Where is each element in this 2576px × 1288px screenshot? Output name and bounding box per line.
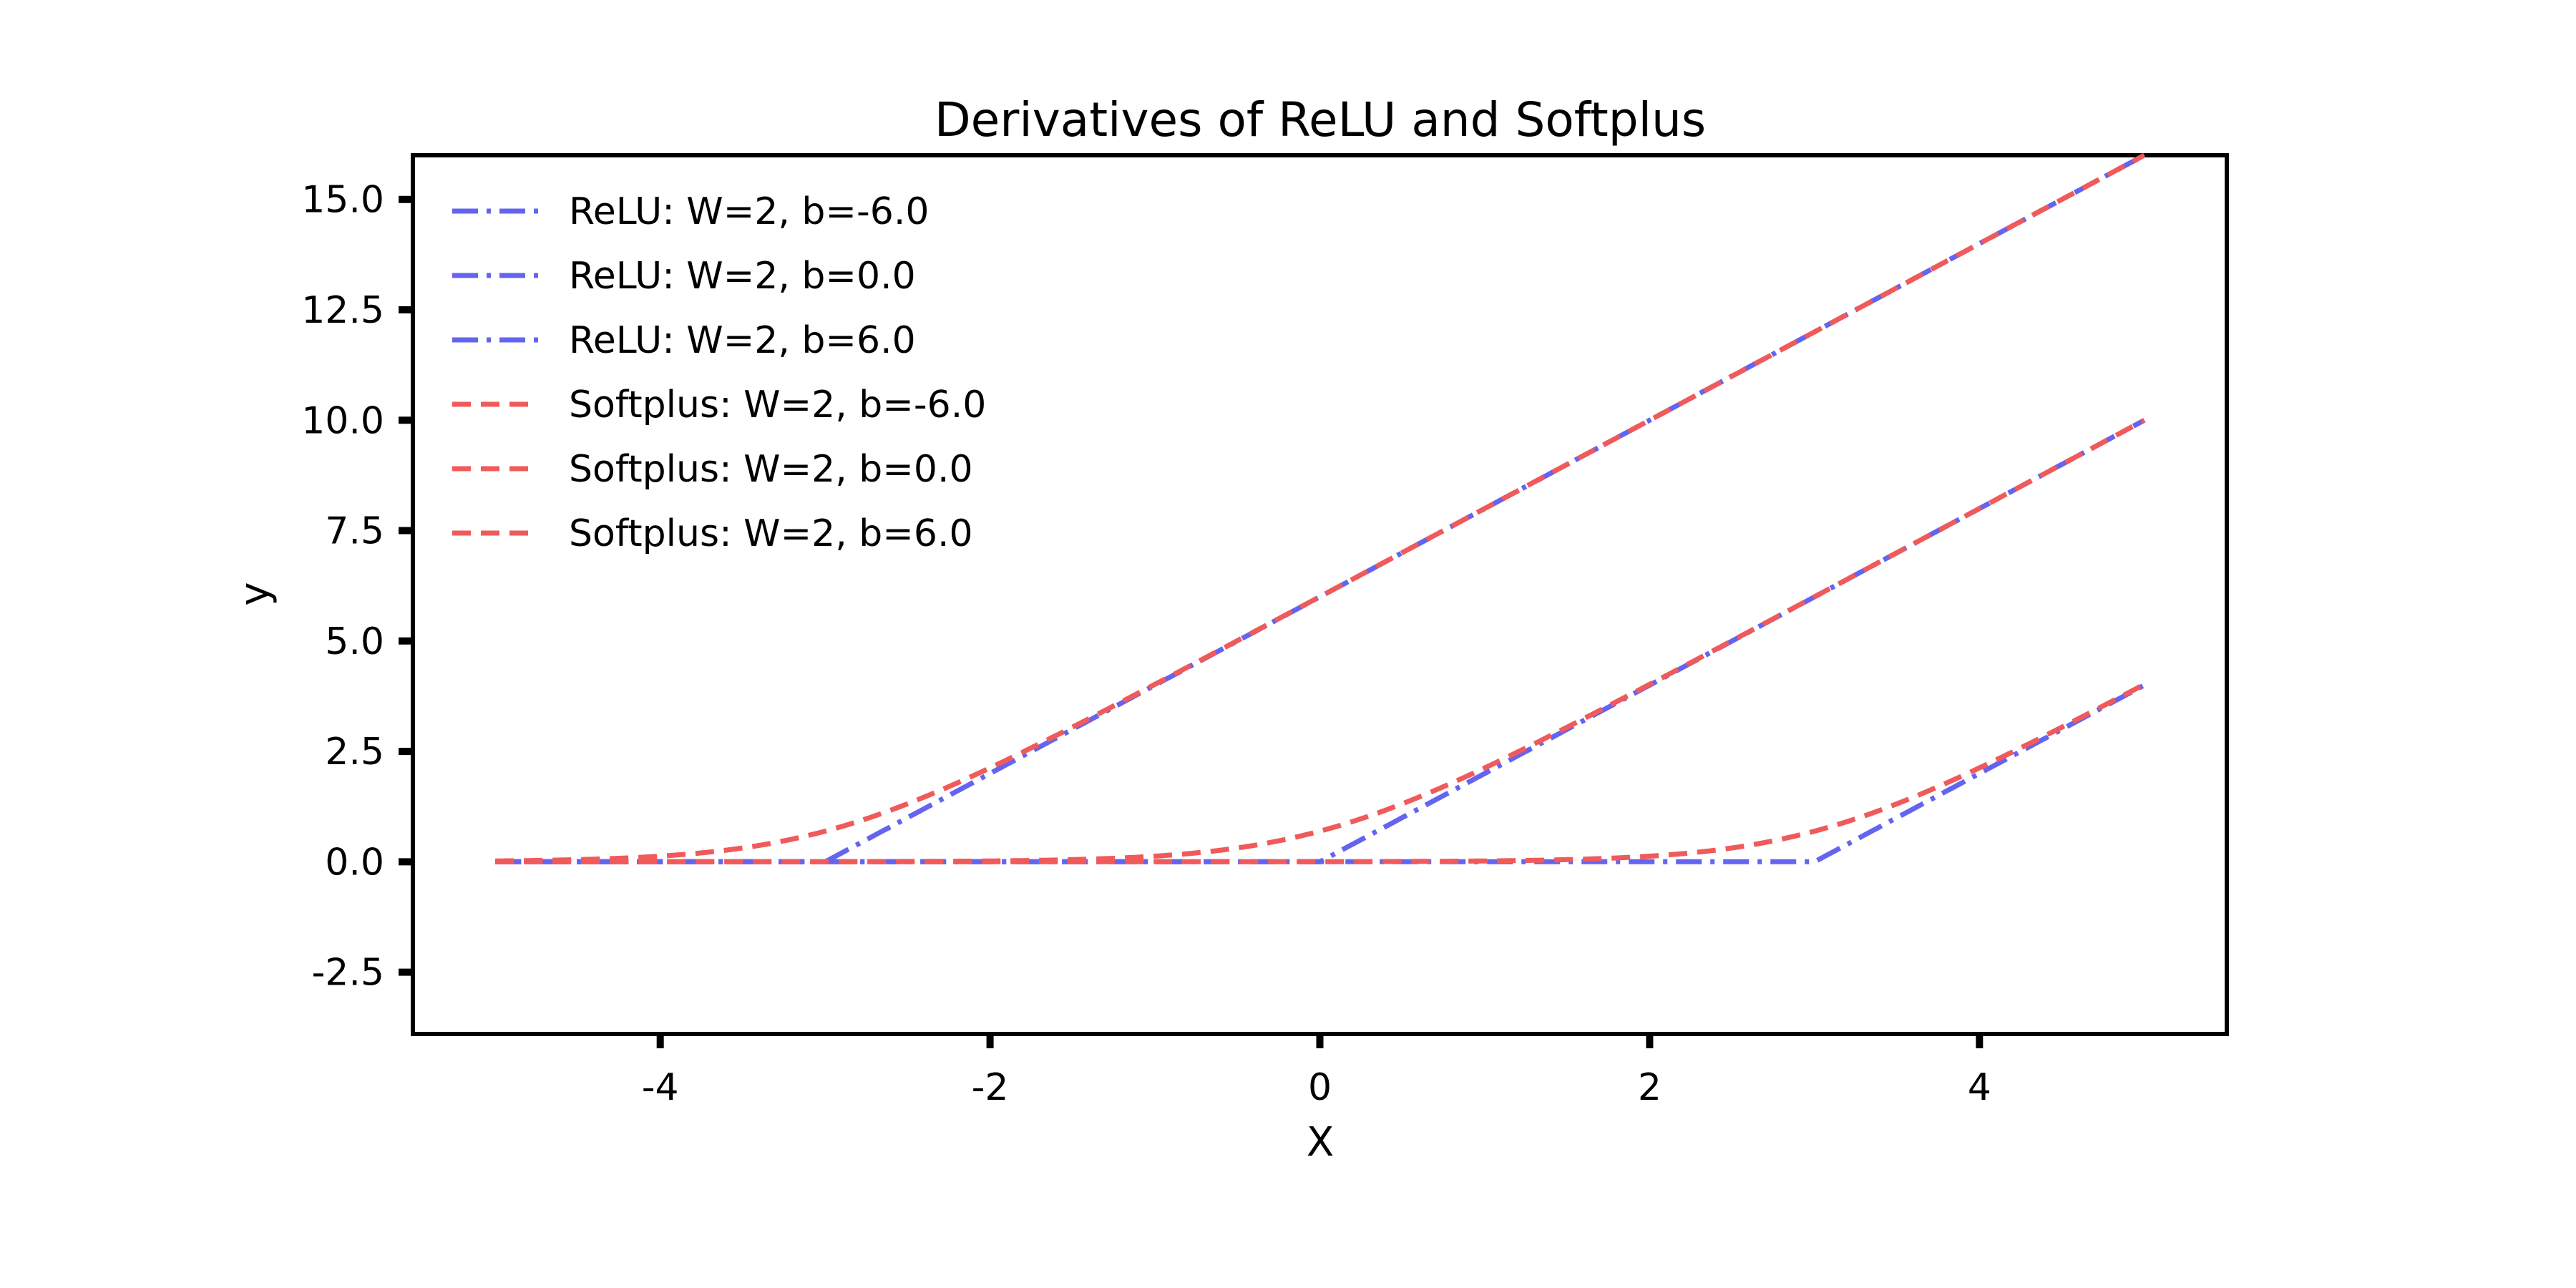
- y-tick-label: 7.5: [325, 510, 384, 553]
- series-line-relu: [495, 418, 2146, 864]
- legend-label: ReLU: W=2, b=0.0: [569, 255, 916, 298]
- y-tick-label: 10.0: [301, 399, 384, 442]
- x-axis-ticks: -4 -2 0 2 4: [642, 1034, 1991, 1109]
- legend-label: Softplus: W=2, b=-6.0: [569, 384, 986, 426]
- series-layer: [495, 152, 2146, 864]
- y-tick-label: 2.5: [325, 731, 384, 774]
- legend: ReLU: W=2, b=-6.0 ReLU: W=2, b=0.0 ReLU: W…: [452, 190, 986, 555]
- legend-label: Softplus: W=2, b=6.0: [569, 512, 973, 555]
- chart-title: Derivatives of ReLU and Softplus: [935, 92, 1706, 147]
- x-tick-label: -2: [972, 1066, 1009, 1109]
- series-line-softplus: [495, 418, 2146, 864]
- y-tick-label: 15.0: [301, 179, 384, 222]
- legend-label: ReLU: W=2, b=-6.0: [569, 190, 929, 233]
- x-tick-label: 0: [1308, 1066, 1332, 1109]
- y-axis-label: y: [232, 582, 278, 605]
- series-line-relu: [495, 683, 2146, 864]
- x-tick-label: -4: [642, 1066, 679, 1109]
- y-tick-label: -2.5: [312, 952, 384, 995]
- x-axis-label: X: [1307, 1119, 1334, 1166]
- series-line-softplus: [495, 152, 2146, 864]
- x-tick-label: 4: [1968, 1066, 1991, 1109]
- y-tick-label: 0.0: [325, 841, 384, 884]
- series-line-softplus: [495, 682, 2146, 864]
- legend-label: Softplus: W=2, b=0.0: [569, 448, 973, 491]
- y-tick-label: 12.5: [301, 289, 384, 332]
- x-tick-label: 2: [1638, 1066, 1662, 1109]
- y-axis-ticks: -2.5 0.0 2.5 5.0 7.5 10.0 12.5 15.0: [301, 179, 413, 995]
- y-tick-label: 5.0: [325, 620, 384, 663]
- legend-label: ReLU: W=2, b=6.0: [569, 319, 916, 362]
